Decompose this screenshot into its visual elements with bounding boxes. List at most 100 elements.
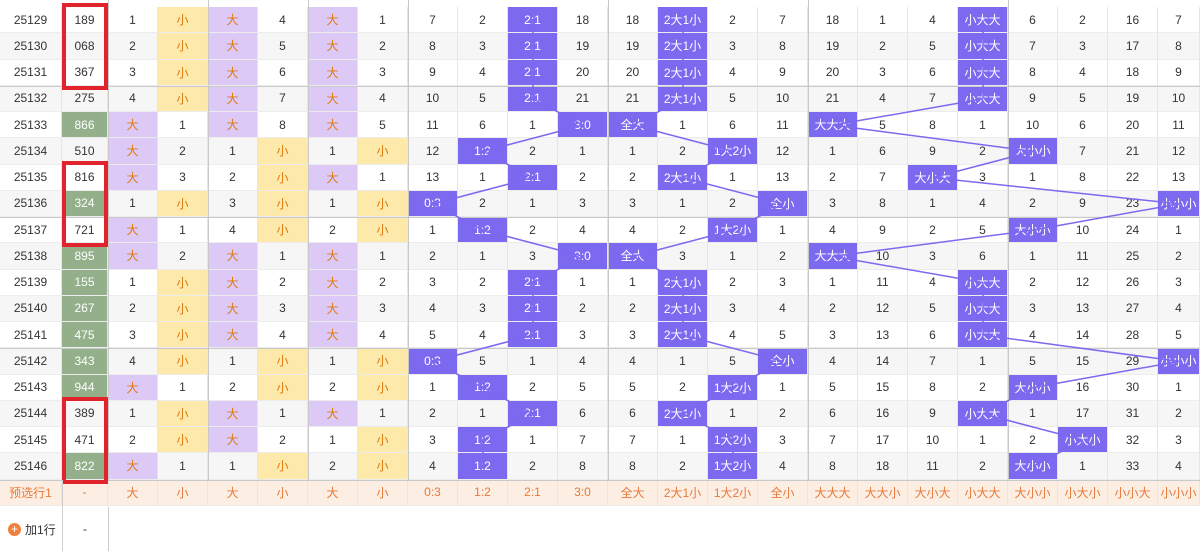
table-cell: 大 [308,322,358,349]
table-cell: 1 [158,374,208,401]
table-cell: 19 [1108,85,1158,112]
preselect-option[interactable]: 1大2小 [708,479,758,506]
preselect-option[interactable]: 1:2 [458,479,508,506]
issue-number-cell: 25144 [0,400,62,427]
table-cell: 13 [758,164,808,191]
table-cell: 2 [308,217,358,244]
table-cell: 4 [458,322,508,349]
preselect-option[interactable]: 小 [258,479,308,506]
table-cell: 大 [208,243,258,270]
table-cell: 2 [608,295,658,322]
preselect-option[interactable]: 0:3 [408,479,458,506]
preselect-option[interactable]: 小 [358,479,408,506]
table-cell: 1 [658,427,708,454]
preselect-option[interactable]: 大大大 [808,479,858,506]
preselect-option[interactable]: 小大大 [958,479,1008,506]
table-cell: 18 [858,453,908,480]
row-separator [0,217,1200,218]
table-cell: 3 [708,33,758,60]
table-cell: 4 [408,453,458,480]
add-row-button[interactable]: + 加1行 [0,507,62,551]
table-cell: 2 [1008,190,1058,217]
table-cell: 17 [858,427,908,454]
preselect-option[interactable]: 大 [308,479,358,506]
table-cell: 1 [758,374,808,401]
table-cell: 小 [358,217,408,244]
preselect-option[interactable]: 全大 [608,479,658,506]
table-cell: 3 [808,190,858,217]
preselect-option[interactable]: 大小小 [1008,479,1058,506]
table-cell: 2 [758,400,808,427]
table-cell: 2大1小 [658,59,708,86]
table-cell: 1 [308,427,358,454]
table-cell: 7 [908,85,958,112]
preselect-option[interactable]: 小大小 [1058,479,1108,506]
preselect-option[interactable]: 小小大 [1108,479,1158,506]
table-cell: 6 [1058,112,1108,139]
table-cell: 11 [858,269,908,296]
table-cell: 1 [1158,374,1200,401]
table-cell: 23 [1108,190,1158,217]
table-cell: 2 [358,33,408,60]
table-cell: 3 [758,269,808,296]
draw-number-cell: 155 [62,269,108,296]
table-cell: 9 [1008,85,1058,112]
table-cell: 1 [808,269,858,296]
preselect-option[interactable]: 小小小 [1158,479,1200,506]
table-cell: 6 [558,400,608,427]
issue-number-cell: 25134 [0,138,62,165]
table-cell: 5 [1158,322,1200,349]
group-separator [408,0,409,480]
issue-number-cell: 25136 [0,190,62,217]
table-cell: 1 [108,7,158,34]
table-cell: 28 [1108,322,1158,349]
preselect-option[interactable]: 大 [108,479,158,506]
table-cell: 3 [808,322,858,349]
table-cell: 17 [1108,33,1158,60]
table-cell: 31 [1108,400,1158,427]
preselect-option[interactable]: 2大1小 [658,479,708,506]
table-cell: 大小小 [1008,138,1058,165]
table-cell: 1 [508,112,558,139]
table-cell: 3 [508,243,558,270]
issue-number-cell: 25142 [0,348,62,375]
table-cell: 小大大 [958,295,1008,322]
table-cell: 1 [1008,164,1058,191]
table-cell: 8 [558,453,608,480]
table-cell: 1 [1058,453,1108,480]
table-cell: 5 [358,112,408,139]
table-cell: 3 [408,427,458,454]
table-cell: 7 [908,348,958,375]
preselect-option[interactable]: 大小大 [908,479,958,506]
draw-number-cell: 510 [62,138,108,165]
table-cell: 7 [558,427,608,454]
group-separator [608,0,609,480]
preselect-option[interactable]: 小 [158,479,208,506]
table-cell: 4 [958,190,1008,217]
table-cell: 大 [108,217,158,244]
preselect-option[interactable]: 2:1 [508,479,558,506]
table-cell: 5 [808,374,858,401]
preselect-option[interactable]: 大 [208,479,258,506]
table-cell: 小 [158,322,208,349]
table-cell: 14 [858,348,908,375]
preselect-option[interactable]: 大大小 [858,479,908,506]
preselect-option[interactable]: 全小 [758,479,808,506]
preselect-option[interactable]: 3:0 [558,479,608,506]
table-cell: 7 [1058,138,1108,165]
table-cell: 1 [1008,243,1058,270]
table-cell: 21 [608,85,658,112]
preselect-option[interactable]: - [62,479,108,506]
table-cell: 6 [258,59,308,86]
table-cell: 7 [808,427,858,454]
table-cell: 0:3 [408,190,458,217]
table-cell: 大 [208,400,258,427]
table-cell: 小大小 [1058,427,1108,454]
table-cell: 2 [508,217,558,244]
table-cell: 小 [258,190,308,217]
table-cell: 2 [658,453,708,480]
table-cell: 3 [358,59,408,86]
table-cell: 22 [1108,164,1158,191]
table-cell: 大 [308,295,358,322]
table-cell: 1 [208,138,258,165]
